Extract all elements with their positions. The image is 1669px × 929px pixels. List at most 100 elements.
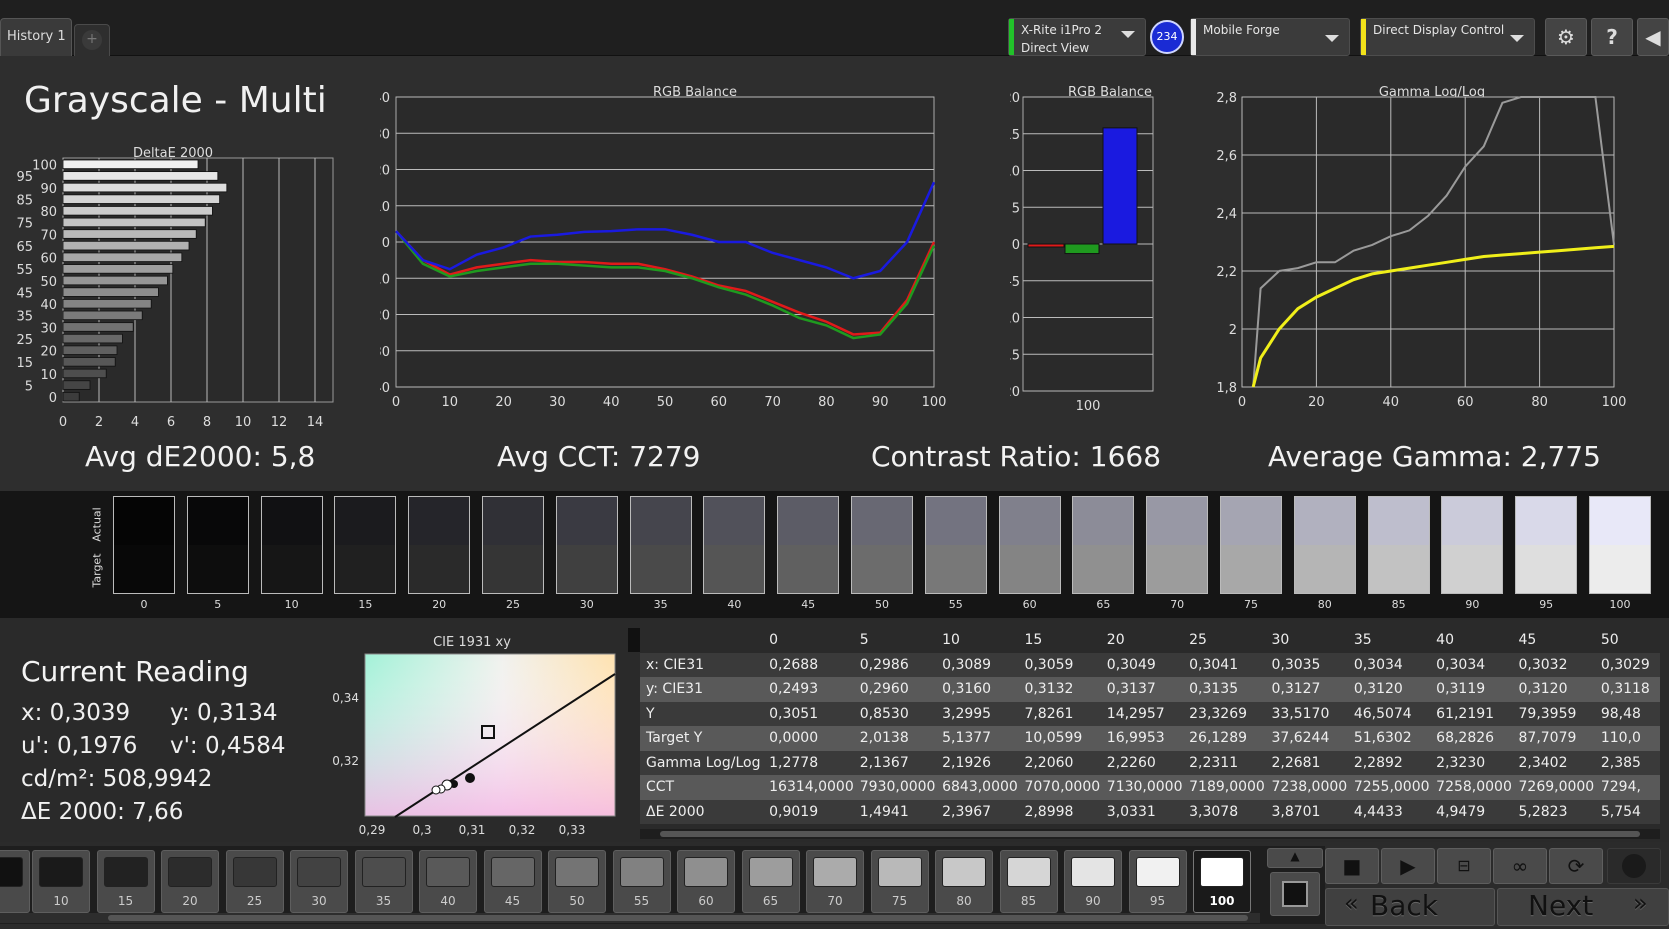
- tick-label: 2: [95, 415, 103, 430]
- grayscale-swatch[interactable]: [555, 496, 618, 594]
- patch-80[interactable]: 80: [935, 850, 993, 913]
- patch-90[interactable]: 90: [1064, 850, 1122, 913]
- patch-45[interactable]: 45: [483, 850, 542, 913]
- gamma-chart: Gamma Log/Log 2,8 2,6 2,4 2,2 2 1,80 20 40 60 80 1…: [1216, 85, 1626, 410]
- grayscale-swatch[interactable]: [998, 496, 1061, 594]
- patch-60[interactable]: 60: [677, 850, 735, 913]
- profile-name: Mobile Forge: [1203, 23, 1280, 37]
- grayscale-swatch[interactable]: [777, 496, 840, 594]
- swatch-actual: [852, 497, 912, 545]
- patch-50[interactable]: 50: [548, 850, 606, 913]
- collapse-button[interactable]: ◀: [1637, 18, 1669, 56]
- swatch-actual: [1590, 497, 1650, 545]
- grayscale-swatch[interactable]: [1146, 496, 1209, 594]
- back-button[interactable]: « Back: [1325, 888, 1495, 926]
- record-button[interactable]: [1607, 848, 1661, 884]
- add-tab-button[interactable]: +: [74, 24, 110, 56]
- patch-55[interactable]: 55: [612, 850, 671, 913]
- loop-button[interactable]: ∞: [1493, 848, 1547, 884]
- grayscale-swatch[interactable]: [1515, 496, 1578, 594]
- table-scrollbar[interactable]: [640, 829, 1660, 839]
- table-cell: 2,1367: [853, 750, 937, 775]
- swatch-target: [1073, 545, 1134, 593]
- tick-label: 0,32: [332, 754, 359, 768]
- grayscale-swatch[interactable]: [482, 496, 544, 594]
- table-cell: 7258,0000: [1430, 775, 1513, 800]
- grayscale-swatch[interactable]: [1072, 496, 1135, 594]
- swatch-actual: [483, 497, 543, 545]
- grayscale-swatch[interactable]: [334, 496, 397, 594]
- patch-100[interactable]: 100: [1193, 850, 1251, 913]
- refresh-button[interactable]: ⟳: [1549, 848, 1603, 884]
- measurement-table[interactable]: 0 5 10 15 20 25 30 35 40 45 50 x: CIE31 0,2688 0,2986…: [640, 628, 1660, 838]
- patch-85[interactable]: 85: [999, 850, 1058, 913]
- patch-40[interactable]: 40: [419, 850, 477, 913]
- swatch-target: [114, 545, 174, 593]
- meter-name: X-Rite i1Pro 2: [1021, 23, 1102, 37]
- patch-65[interactable]: 65: [741, 850, 800, 913]
- meter-count-badge[interactable]: 234: [1150, 20, 1184, 54]
- play-button[interactable]: ▶: [1381, 848, 1435, 884]
- tick-label: 70: [40, 228, 57, 243]
- patch-30[interactable]: 30: [290, 850, 348, 913]
- patch-5[interactable]: [0, 850, 30, 913]
- swatch-target: [1221, 545, 1281, 593]
- table-row[interactable]: y: CIE31 0,2493 0,2960 0,3160 0,3132 0,3137 0,…: [640, 677, 1660, 702]
- grayscale-swatch[interactable]: [1589, 496, 1651, 594]
- table-row[interactable]: Y 0,3051 0,8530 3,2995 7,8261 14,2957 23,3269 3…: [640, 701, 1660, 726]
- table-row[interactable]: x: CIE31 0,2688 0,2986 0,3089 0,3059 0,3049 0,…: [640, 652, 1660, 677]
- stop-measure-button[interactable]: [1270, 872, 1320, 916]
- profile-status-bar: [1191, 19, 1196, 55]
- grayscale-swatch[interactable]: [113, 496, 175, 594]
- patch-20[interactable]: 20: [161, 850, 219, 913]
- grayscale-swatch[interactable]: [703, 496, 766, 594]
- patch-25[interactable]: 25: [225, 850, 284, 913]
- help-button[interactable]: ?: [1591, 18, 1633, 56]
- tick-label: -20: [380, 309, 390, 324]
- patch-35[interactable]: 35: [354, 850, 413, 913]
- meter-selector[interactable]: X-Rite i1Pro 2 Direct View: [1008, 18, 1146, 56]
- grayscale-swatch[interactable]: [1220, 496, 1282, 594]
- next-button[interactable]: Next »: [1497, 888, 1669, 926]
- tick-label: 0: [1012, 238, 1020, 253]
- table-cell: 46,5074: [1347, 701, 1431, 726]
- table-row[interactable]: Gamma Log/Log 1,2778 2,1367 2,1926 2,2060 2,2…: [640, 750, 1660, 775]
- settings-button[interactable]: ⚙: [1545, 18, 1587, 56]
- patch-scrollbar[interactable]: [0, 913, 1260, 923]
- table-row[interactable]: CCT 16314,0000 7930,0000 6843,0000 7070,0000…: [640, 775, 1660, 800]
- grayscale-swatch[interactable]: [1367, 496, 1430, 594]
- grayscale-swatch[interactable]: [629, 496, 692, 594]
- play-icon: ▶: [1400, 854, 1416, 878]
- step-button[interactable]: ⊟: [1437, 848, 1491, 884]
- table-row[interactable]: Target Y 0,0000 2,0138 5,1377 10,0599 16,9953…: [640, 726, 1660, 751]
- grayscale-swatch[interactable]: [260, 496, 323, 594]
- display-selector[interactable]: Direct Display Control: [1360, 18, 1535, 56]
- grayscale-swatch[interactable]: [408, 496, 471, 594]
- patch-95[interactable]: 95: [1128, 850, 1187, 913]
- scroll-up-button[interactable]: ▲: [1267, 848, 1323, 868]
- table-scrollbar-thumb[interactable]: [660, 831, 1640, 837]
- profile-selector[interactable]: Mobile Forge: [1190, 18, 1350, 56]
- patch-75[interactable]: 75: [870, 850, 929, 913]
- stop-button[interactable]: ■: [1325, 848, 1379, 884]
- patch-70[interactable]: 70: [806, 850, 864, 913]
- swatch-label: 30: [579, 598, 594, 611]
- chart-title: CIE 1931 xy: [433, 635, 511, 650]
- grayscale-swatch[interactable]: [851, 496, 913, 594]
- patch-10[interactable]: 10: [32, 850, 90, 913]
- grayscale-swatch[interactable]: [924, 496, 987, 594]
- table-cell: 2,0138: [853, 726, 937, 751]
- grayscale-swatch[interactable]: [186, 496, 249, 594]
- grayscale-swatch[interactable]: [1441, 496, 1504, 594]
- deltae-bar: [62, 182, 228, 193]
- patch-15[interactable]: 15: [96, 850, 155, 913]
- table-row[interactable]: ΔE 2000 0,9019 1,4941 2,3967 2,8998 3,0331 3,3…: [640, 799, 1660, 824]
- swatch-actual: [114, 497, 174, 545]
- tick-label: 8: [203, 415, 211, 430]
- plot-area: [1241, 96, 1615, 388]
- patch-scrollbar-thumb[interactable]: [108, 915, 1248, 921]
- table-cell: 6843,0000: [936, 775, 1019, 800]
- table-cell: 0,2493: [763, 677, 854, 702]
- grayscale-swatch[interactable]: [1293, 496, 1356, 594]
- tab-history-1[interactable]: History 1: [0, 18, 72, 56]
